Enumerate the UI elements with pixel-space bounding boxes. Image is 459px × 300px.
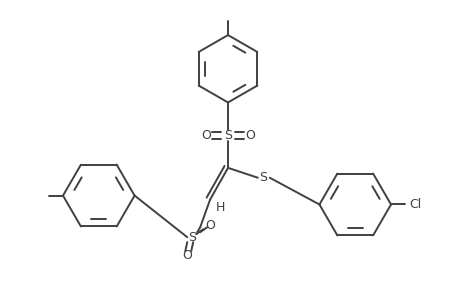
- Text: O: O: [244, 129, 254, 142]
- Text: S: S: [224, 129, 231, 142]
- Text: S: S: [188, 231, 196, 244]
- Text: H: H: [215, 201, 224, 214]
- Text: O: O: [205, 219, 215, 232]
- Text: O: O: [182, 248, 192, 262]
- Text: O: O: [201, 129, 211, 142]
- Text: Cl: Cl: [408, 198, 420, 211]
- Text: S: S: [258, 171, 266, 184]
